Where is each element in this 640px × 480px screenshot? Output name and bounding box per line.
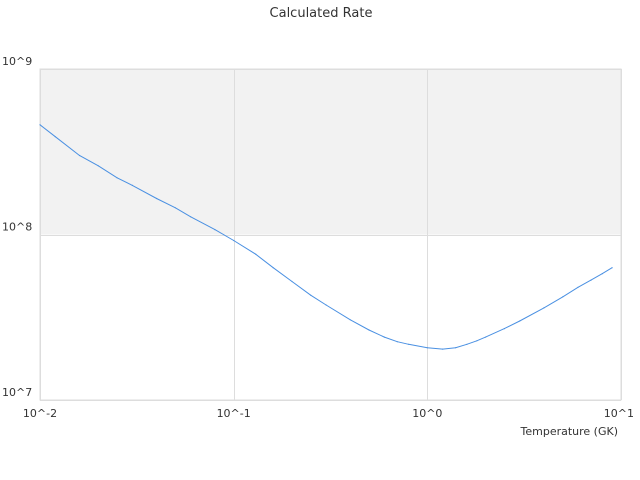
y-tick-label: 10^7 — [2, 386, 32, 399]
x-tick-label: 10^0 — [412, 407, 442, 420]
x-tick-label: 10^-1 — [217, 407, 251, 420]
data-point — [408, 343, 410, 345]
data-point — [562, 296, 564, 298]
data-point — [190, 216, 192, 218]
data-point — [590, 279, 592, 281]
chart-title: Calculated Rate — [270, 6, 373, 21]
x-tick-label: 10^1 — [604, 407, 634, 420]
data-point — [442, 348, 444, 350]
y-tick-label: 10^8 — [2, 221, 32, 234]
data-point — [291, 280, 293, 283]
data-point — [383, 336, 385, 338]
data-point — [156, 197, 158, 200]
data-point — [255, 253, 257, 255]
data-point — [349, 319, 351, 321]
data-point — [325, 304, 327, 306]
x-axis-label: Temperature (GK) — [520, 425, 619, 438]
data-point — [519, 320, 521, 322]
data-point — [97, 165, 99, 167]
data-point — [39, 124, 41, 126]
shaded-band — [40, 69, 621, 235]
data-point — [577, 286, 579, 288]
data-point — [426, 347, 428, 349]
x-tick-label: 10^-2 — [23, 407, 57, 420]
data-point — [455, 347, 457, 349]
y-tick-label: 10^9 — [2, 55, 32, 68]
data-point — [601, 273, 603, 275]
data-point — [78, 154, 81, 157]
data-point — [116, 177, 118, 179]
data-point — [272, 267, 274, 269]
data-point — [214, 229, 216, 231]
data-point — [503, 328, 505, 330]
data-point — [485, 336, 487, 338]
data-point — [476, 340, 478, 342]
data-point — [233, 239, 235, 242]
data-point — [368, 329, 370, 331]
data-point — [310, 294, 312, 296]
data-point — [174, 207, 176, 209]
data-point — [54, 136, 56, 138]
data-point — [611, 267, 613, 269]
data-point — [543, 307, 545, 309]
data-point — [466, 343, 468, 345]
data-point — [131, 184, 133, 186]
data-point — [396, 341, 398, 343]
